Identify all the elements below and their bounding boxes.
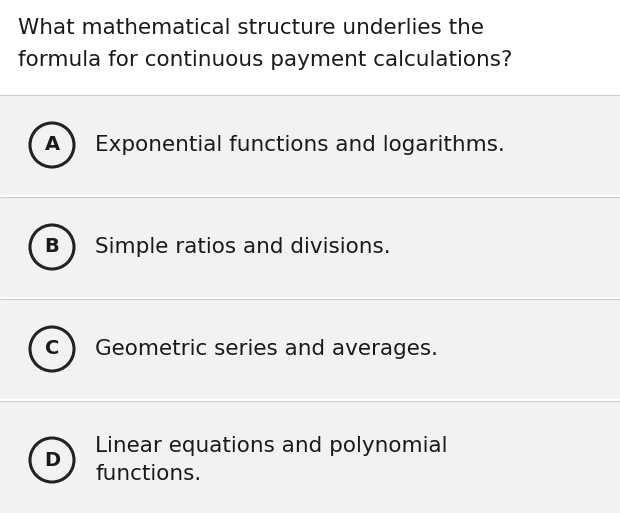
Text: Simple ratios and divisions.: Simple ratios and divisions. <box>95 237 391 257</box>
Bar <box>0 197 620 297</box>
Text: A: A <box>45 135 60 154</box>
Text: What mathematical structure underlies the: What mathematical structure underlies th… <box>18 18 484 38</box>
Text: Exponential functions and logarithms.: Exponential functions and logarithms. <box>95 135 505 155</box>
Text: B: B <box>45 238 60 256</box>
Bar <box>0 299 620 399</box>
Bar <box>0 401 620 513</box>
Text: functions.: functions. <box>95 464 202 484</box>
Text: C: C <box>45 340 59 359</box>
Bar <box>0 95 620 195</box>
Text: D: D <box>44 450 60 469</box>
Text: formula for continuous payment calculations?: formula for continuous payment calculati… <box>18 50 512 70</box>
Text: Geometric series and averages.: Geometric series and averages. <box>95 339 438 359</box>
Text: Linear equations and polynomial: Linear equations and polynomial <box>95 436 448 456</box>
